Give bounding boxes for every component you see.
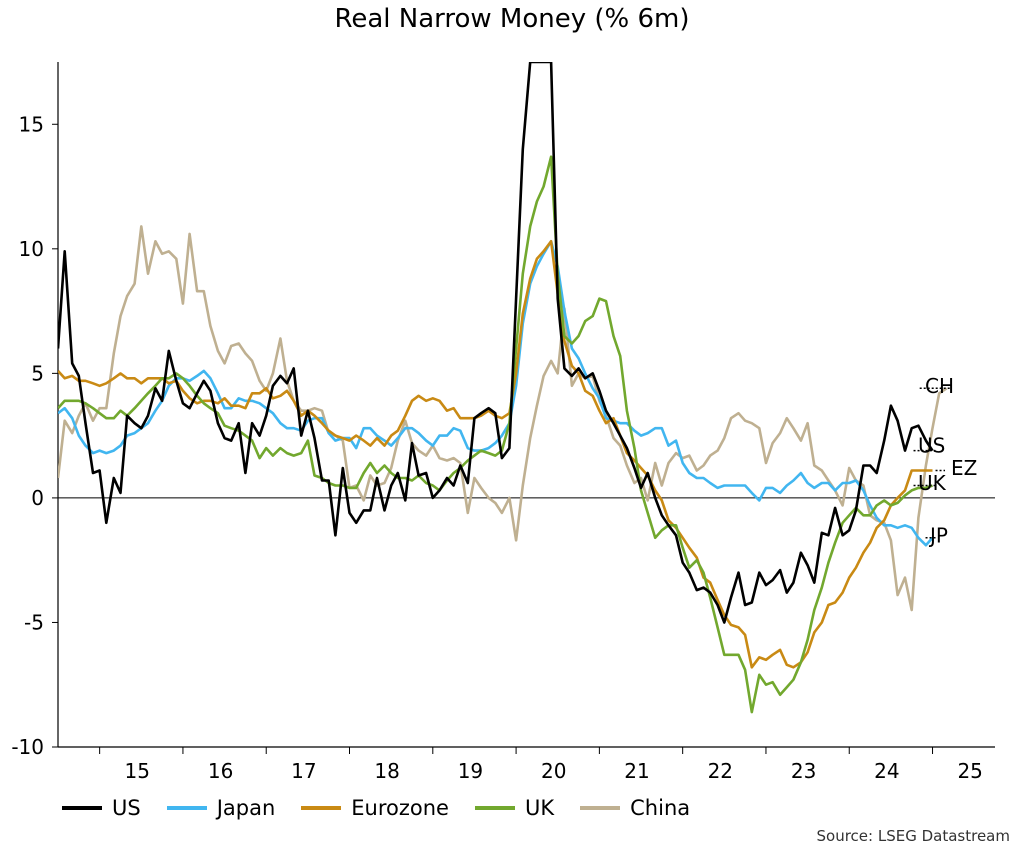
legend-item: Japan: [166, 796, 276, 820]
chart-title: Real Narrow Money (% 6m): [334, 4, 690, 34]
legend-swatch: [580, 806, 621, 810]
legend: US Japan Eurozone UK China: [62, 794, 716, 822]
end-label-japan: JP: [928, 523, 948, 547]
source-note: Source: LSEG Datastream: [816, 827, 1010, 845]
legend-item: China: [580, 796, 690, 820]
x-tick-label: 18: [374, 759, 399, 783]
end-label-us: US: [918, 434, 945, 458]
legend-item: US: [62, 796, 141, 820]
legend-swatch: [62, 806, 102, 810]
x-tick-label: 17: [291, 759, 316, 783]
end-label-eurozone: EZ: [951, 456, 977, 480]
y-tick-label: -10: [11, 735, 44, 759]
series-line-us: [58, 62, 934, 624]
series-line-china: [58, 225, 948, 612]
y-tick-label: 0: [31, 486, 44, 510]
series-line-japan: [58, 240, 934, 547]
end-label-uk: UK: [918, 471, 947, 495]
x-tick-label: 16: [208, 759, 233, 783]
x-tick-label: 19: [458, 759, 483, 783]
legend-swatch: [301, 806, 342, 810]
legend-label: China: [630, 796, 691, 820]
x-tick-label: 24: [874, 759, 899, 783]
x-tick-label: 21: [624, 759, 649, 783]
legend-label: Eurozone: [351, 796, 449, 820]
legend-swatch: [474, 806, 515, 810]
legend-label: UK: [524, 796, 555, 820]
y-tick-label: -5: [24, 610, 44, 634]
x-tick-label: 15: [125, 759, 150, 783]
y-tick-label: 10: [19, 237, 44, 261]
end-label-china: CH: [925, 374, 954, 398]
x-tick-label: 25: [957, 759, 982, 783]
legend-item: UK: [474, 796, 555, 820]
x-tick-label: 23: [791, 759, 816, 783]
y-tick-label: 15: [19, 112, 44, 136]
x-tick-label: 20: [541, 759, 566, 783]
legend-item: Eurozone: [301, 796, 449, 820]
y-tick-label: 5: [31, 361, 44, 385]
legend-label: Japan: [216, 796, 276, 820]
x-tick-label: 22: [708, 759, 733, 783]
series-line-uk: [58, 155, 933, 714]
legend-label: US: [112, 796, 141, 820]
legend-swatch: [166, 806, 207, 810]
